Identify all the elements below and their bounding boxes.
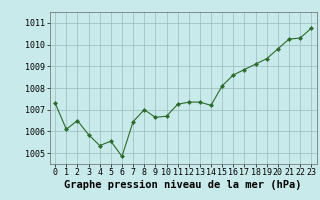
X-axis label: Graphe pression niveau de la mer (hPa): Graphe pression niveau de la mer (hPa)	[64, 180, 302, 190]
